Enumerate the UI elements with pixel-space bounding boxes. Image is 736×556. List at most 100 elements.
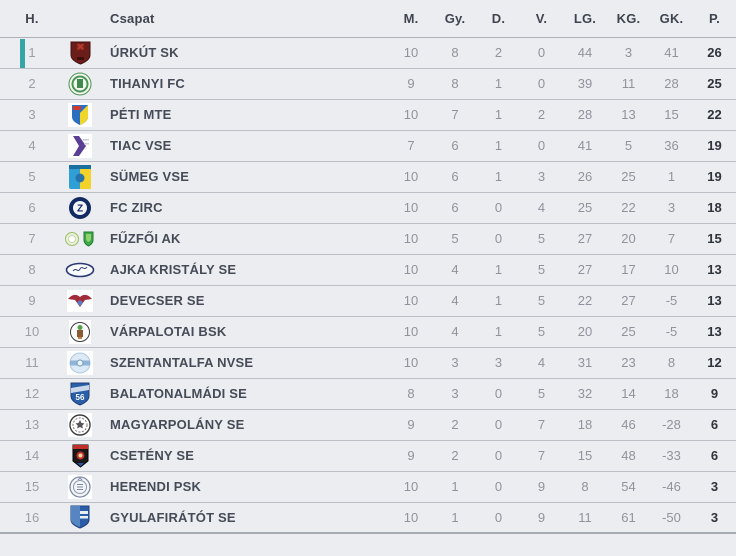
stat-goals-against: 11 <box>607 68 650 100</box>
stat-goals-for: 41 <box>563 130 607 162</box>
team-name[interactable]: HERENDI PSK <box>96 471 389 503</box>
stat-losses: 5 <box>520 223 563 255</box>
stat-goals-against: 48 <box>607 440 650 472</box>
table-row[interactable]: 2 TIHANYI FC 9 8 1 0 39 11 28 25 <box>0 68 736 100</box>
stat-points: 18 <box>693 192 736 224</box>
team-name[interactable]: GYULAFIRÁTÓT SE <box>96 502 389 534</box>
stat-goals-against: 25 <box>607 161 650 193</box>
stat-matches: 9 <box>389 440 433 472</box>
stat-goal-diff: 28 <box>650 68 693 100</box>
team-name[interactable]: BALATONALMÁDI SE <box>96 378 389 410</box>
team-name[interactable]: CSETÉNY SE <box>96 440 389 472</box>
position-cell: 4 <box>0 130 64 162</box>
table-row[interactable]: 6 Z FC ZIRC 10 6 0 4 25 22 3 18 <box>0 192 736 224</box>
stat-wins: 4 <box>433 285 477 317</box>
stat-wins: 3 <box>433 347 477 379</box>
col-header-goals-against: KG. <box>607 0 650 38</box>
stat-goal-diff: 15 <box>650 99 693 131</box>
team-name[interactable]: SÜMEG VSE <box>96 161 389 193</box>
stat-goals-for: 22 <box>563 285 607 317</box>
stat-goals-against: 54 <box>607 471 650 503</box>
tiac-vse-crest-icon <box>68 133 92 158</box>
position-cell: 11 <box>0 347 64 379</box>
col-header-goal-diff: GK. <box>650 0 693 38</box>
stat-goals-against: 23 <box>607 347 650 379</box>
table-row[interactable]: 16 GYULAFIRÁTÓT SE 10 1 0 9 11 61 -50 3 <box>0 502 736 534</box>
position: 14 <box>24 448 40 463</box>
stat-losses: 4 <box>520 192 563 224</box>
logo-cell <box>64 68 96 100</box>
table-row[interactable]: 8 AJKA KRISTÁLY SE 10 4 1 5 27 17 10 13 <box>0 254 736 286</box>
table-row[interactable]: 12 56 BALATONALMÁDI SE 8 3 0 5 32 14 18 … <box>0 378 736 410</box>
stat-losses: 3 <box>520 161 563 193</box>
team-name[interactable]: VÁRPALOTAI BSK <box>96 316 389 348</box>
position-cell: 9 <box>0 285 64 317</box>
logo-cell <box>64 440 96 472</box>
position-cell: 14 <box>0 440 64 472</box>
stat-goal-diff: -33 <box>650 440 693 472</box>
stat-points: 9 <box>693 378 736 410</box>
stat-points: 25 <box>693 68 736 100</box>
position: 3 <box>28 107 36 122</box>
svg-text:Z: Z <box>77 203 83 214</box>
stat-draws: 0 <box>477 223 520 255</box>
logo-cell <box>64 285 96 317</box>
stat-points: 12 <box>693 347 736 379</box>
logo-cell: Z <box>64 192 96 224</box>
stat-goal-diff: -50 <box>650 502 693 534</box>
team-name[interactable]: AJKA KRISTÁLY SE <box>96 254 389 286</box>
team-name[interactable]: FC ZIRC <box>96 192 389 224</box>
szentantalfa-crest-icon <box>67 350 93 375</box>
table-row[interactable]: 9 DEVECSER SE 10 4 1 5 22 27 -5 13 <box>0 285 736 317</box>
stat-draws: 0 <box>477 471 520 503</box>
stat-points: 15 <box>693 223 736 255</box>
team-name[interactable]: ÚRKÚT SK <box>96 37 389 69</box>
team-name[interactable]: DEVECSER SE <box>96 285 389 317</box>
table-row[interactable]: 7 FŰZFŐI AK 10 5 0 5 27 20 7 15 <box>0 223 736 255</box>
stat-wins: 1 <box>433 502 477 534</box>
stat-wins: 4 <box>433 316 477 348</box>
team-name[interactable]: FŰZFŐI AK <box>96 223 389 255</box>
team-name[interactable]: TIHANYI FC <box>96 68 389 100</box>
stat-goal-diff: -5 <box>650 285 693 317</box>
logo-cell <box>64 161 96 193</box>
col-header-losses: V. <box>520 0 563 38</box>
stat-wins: 6 <box>433 161 477 193</box>
stat-points: 3 <box>693 471 736 503</box>
svg-text:56: 56 <box>76 393 85 402</box>
table-row[interactable]: 14 CSETÉNY SE 9 2 0 7 15 48 -33 6 <box>0 440 736 472</box>
team-name[interactable]: SZENTANTALFA NVSE <box>96 347 389 379</box>
herendi-psk-crest-icon <box>68 474 92 499</box>
logo-cell <box>64 347 96 379</box>
col-header-wins: Gy. <box>433 0 477 38</box>
stat-wins: 1 <box>433 471 477 503</box>
table-row[interactable]: 1 ÚRKÚT SK 10 8 2 0 44 3 41 26 <box>0 37 736 69</box>
position: 11 <box>25 355 39 370</box>
team-name[interactable]: MAGYARPOLÁNY SE <box>96 409 389 441</box>
table-row[interactable]: 15 HERENDI PSK 10 1 0 9 8 54 -46 3 <box>0 471 736 503</box>
stat-goals-for: 18 <box>563 409 607 441</box>
table-row[interactable]: 5 SÜMEG VSE 10 6 1 3 26 25 1 19 <box>0 161 736 193</box>
stat-points: 13 <box>693 316 736 348</box>
stat-matches: 10 <box>389 223 433 255</box>
table-row[interactable]: 11 SZENTANTALFA NVSE 10 3 3 4 31 23 8 12 <box>0 347 736 379</box>
stat-points: 6 <box>693 440 736 472</box>
team-name[interactable]: PÉTI MTE <box>96 99 389 131</box>
team-name[interactable]: TIAC VSE <box>96 130 389 162</box>
table-row[interactable]: 10 VÁRPALOTAI BSK 10 4 1 5 20 25 -5 13 <box>0 316 736 348</box>
stat-goal-diff: -46 <box>650 471 693 503</box>
stat-losses: 7 <box>520 409 563 441</box>
table-row[interactable]: 13 MAGYARPOLÁNY SE 9 2 0 7 18 46 -28 6 <box>0 409 736 441</box>
col-header-points: P. <box>693 0 736 38</box>
position-cell: 13 <box>0 409 64 441</box>
table-row[interactable]: 3 PÉTI MTE 10 7 1 2 28 13 15 22 <box>0 99 736 131</box>
stat-goals-for: 26 <box>563 161 607 193</box>
table-row[interactable]: 4 TIAC VSE 7 6 1 0 41 5 36 19 <box>0 130 736 162</box>
stat-matches: 10 <box>389 37 433 69</box>
stat-losses: 9 <box>520 502 563 534</box>
stat-goals-for: 15 <box>563 440 607 472</box>
logo-cell <box>64 502 96 534</box>
stat-matches: 10 <box>389 161 433 193</box>
logo-cell <box>64 99 96 131</box>
stat-goal-diff: 7 <box>650 223 693 255</box>
